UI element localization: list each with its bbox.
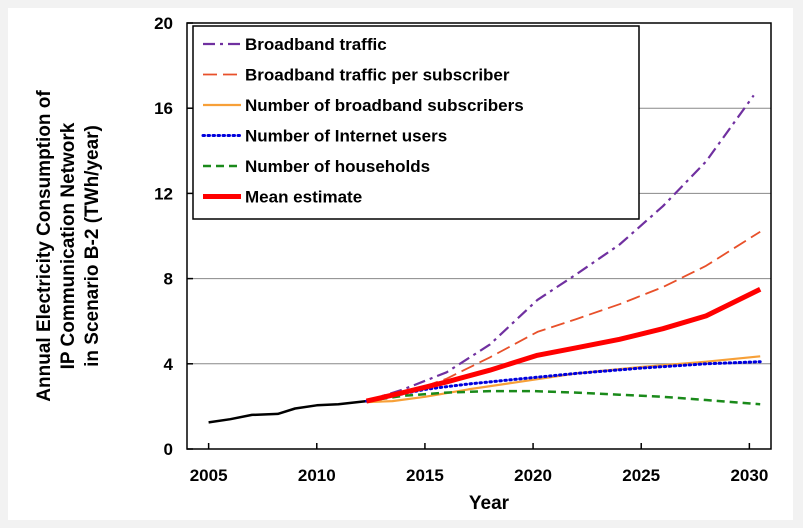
chart-frame: 2005 2010 2015 2020 2025 2030 0 4 8 12 16 20 Year … (8, 8, 793, 520)
y-tick-label-16: 16 (154, 99, 173, 118)
series-lines (208, 94, 762, 424)
x-tick-label-2025: 2025 (622, 466, 660, 485)
x-tick-label-2030: 2030 (730, 466, 768, 485)
y-axis-title-line-3: in Scenario B-2 (TWh/year) (82, 125, 103, 367)
y-tick-label-20: 20 (154, 14, 173, 33)
y-axis-ticks: 0 4 8 12 16 20 (154, 14, 193, 459)
y-axis-title: Annual Electricity Consumption of IP Com… (34, 90, 103, 402)
y-axis-title-line-2: IP Communication Network (58, 122, 79, 369)
series-line-historical (208, 399, 367, 424)
x-tick-label-2015: 2015 (406, 466, 444, 485)
series-line-5 (366, 389, 761, 406)
legend-label-6: Mean estimate (245, 188, 362, 207)
y-axis-title-line-1: Annual Electricity Consumption of (34, 90, 55, 402)
plot-area-border (186, 22, 772, 450)
series-line-6 (365, 287, 762, 404)
x-tick-label-2020: 2020 (514, 466, 552, 485)
legend-box (192, 25, 640, 220)
legend-label-1: Broadband traffic (245, 35, 387, 54)
y-tick-label-0: 0 (164, 440, 173, 459)
legend-label-2: Broadband traffic per subscriber (245, 66, 510, 85)
legend: Broadband traffic Broadband traffic per s… (192, 25, 640, 220)
y-tick-label-12: 12 (154, 184, 173, 203)
x-axis-ticks: 2005 2010 2015 2020 2025 2030 (190, 443, 768, 485)
series-line-4 (365, 360, 762, 403)
series-line-1 (366, 94, 755, 403)
x-tick-label-2010: 2010 (298, 466, 336, 485)
x-tick-label-2005: 2005 (190, 466, 228, 485)
legend-label-5: Number of households (245, 157, 430, 176)
legend-label-4: Number of Internet users (245, 127, 447, 146)
series-line-3 (366, 355, 761, 404)
y-tick-label-4: 4 (164, 355, 174, 374)
x-axis-title: Year (469, 493, 510, 514)
legend-label-3: Number of broadband subscribers (245, 96, 524, 115)
y-tick-label-8: 8 (164, 270, 173, 289)
